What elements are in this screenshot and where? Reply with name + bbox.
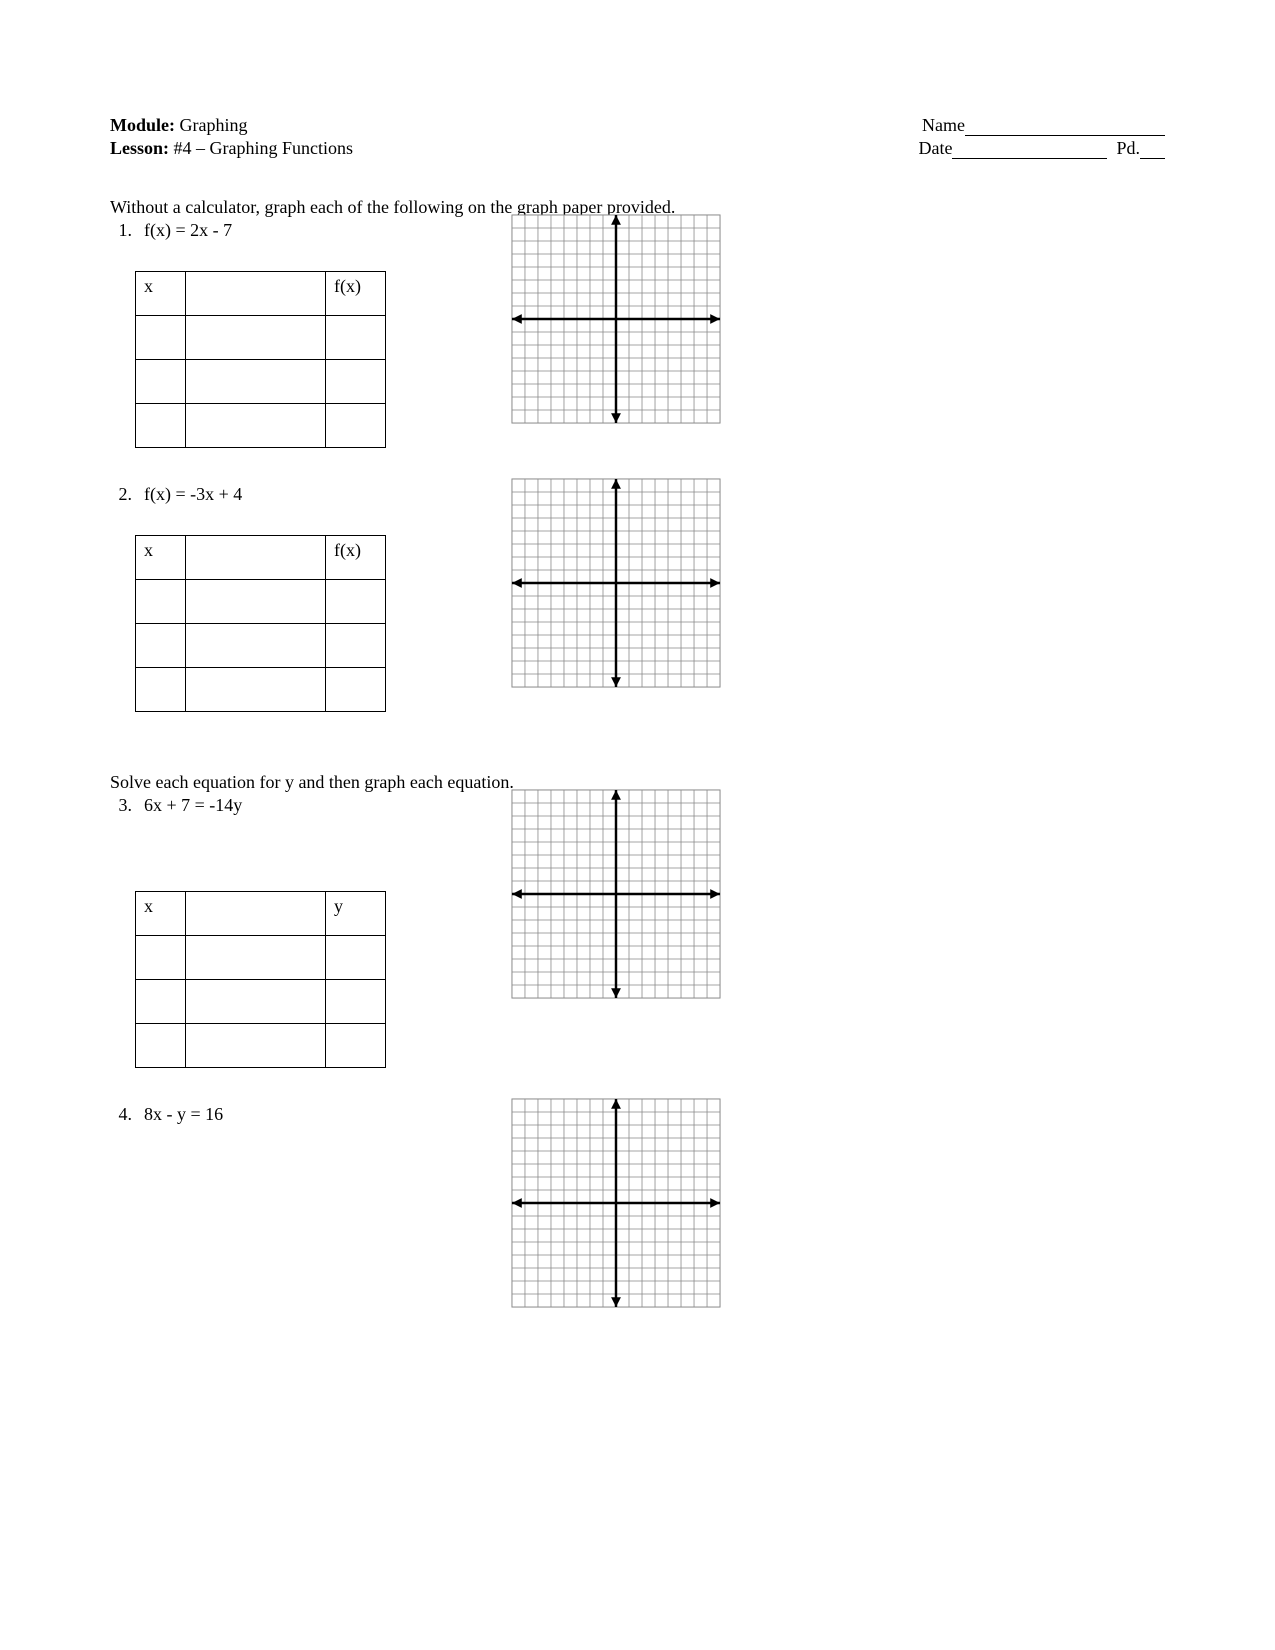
problem-4: 4. 8x - y = 16	[110, 1104, 1165, 1328]
table-cell	[326, 668, 386, 712]
table-cell	[136, 668, 186, 712]
table-cell	[186, 404, 326, 448]
table-cell	[136, 1024, 186, 1068]
table-header-x: x	[136, 536, 186, 580]
table-cell	[136, 980, 186, 1024]
table-cell	[326, 404, 386, 448]
table-cell	[136, 580, 186, 624]
table-cell	[136, 316, 186, 360]
header-row-1: Module: Graphing Name	[110, 115, 1165, 136]
table-cell	[136, 404, 186, 448]
table-cell	[186, 536, 326, 580]
table-cell	[326, 580, 386, 624]
table-header-fx: f(x)	[326, 272, 386, 316]
name-blank	[965, 116, 1165, 136]
problem-2-graph	[510, 477, 722, 694]
lesson-label: Lesson:	[110, 138, 169, 158]
problem-4-equation: 8x - y = 16	[144, 1104, 223, 1125]
table-cell	[326, 316, 386, 360]
problem-3-num: 3.	[110, 795, 132, 816]
table-header-x: x	[136, 272, 186, 316]
table-cell	[186, 624, 326, 668]
table-header-y: y	[326, 892, 386, 936]
table-header-x: x	[136, 892, 186, 936]
table-cell	[186, 668, 326, 712]
problem-1-equation: f(x) = 2x - 7	[144, 220, 232, 241]
name-label: Name	[922, 115, 965, 135]
table-cell	[186, 272, 326, 316]
pd-blank	[1140, 139, 1165, 159]
module-label: Module:	[110, 115, 175, 135]
problem-4-num: 4.	[110, 1104, 132, 1125]
problem-4-graph	[510, 1097, 722, 1314]
problem-3: 3. 6x + 7 = -14y xy	[110, 795, 1165, 1068]
table-cell	[186, 316, 326, 360]
problem-3-table: xy	[135, 891, 386, 1068]
problem-2-table: x f(x)	[135, 535, 386, 712]
table-cell	[326, 360, 386, 404]
date-blank	[952, 139, 1107, 159]
table-header-fx: f(x)	[326, 536, 386, 580]
name-line: Name	[922, 115, 1165, 136]
problem-1-graph	[510, 213, 722, 430]
table-cell	[326, 624, 386, 668]
problem-3-graph	[510, 788, 722, 1005]
pd-label: Pd.	[1116, 138, 1140, 158]
table-cell	[186, 892, 326, 936]
table-cell	[326, 980, 386, 1024]
table-cell	[326, 936, 386, 980]
problem-2-num: 2.	[110, 484, 132, 505]
problem-2-equation: f(x) = -3x + 4	[144, 484, 242, 505]
table-cell	[136, 624, 186, 668]
table-cell	[136, 360, 186, 404]
problem-1: 1. f(x) = 2x - 7 x f(x)	[110, 220, 1165, 448]
problem-1-num: 1.	[110, 220, 132, 241]
problem-3-equation: 6x + 7 = -14y	[144, 795, 242, 816]
table-cell	[186, 980, 326, 1024]
lesson-value: #4 – Graphing Functions	[174, 138, 354, 158]
table-cell	[186, 580, 326, 624]
problem-2: 2. f(x) = -3x + 4 x f(x)	[110, 484, 1165, 712]
header-row-2: Lesson: #4 – Graphing Functions Date Pd.	[110, 138, 1165, 159]
table-cell	[186, 360, 326, 404]
module-line: Module: Graphing	[110, 115, 247, 136]
lesson-line: Lesson: #4 – Graphing Functions	[110, 138, 353, 159]
module-value: Graphing	[180, 115, 248, 135]
date-pd-line: Date Pd.	[919, 138, 1166, 159]
table-cell	[326, 1024, 386, 1068]
problem-1-table: x f(x)	[135, 271, 386, 448]
table-cell	[186, 936, 326, 980]
table-cell	[136, 936, 186, 980]
date-label: Date	[919, 138, 953, 158]
table-cell	[186, 1024, 326, 1068]
